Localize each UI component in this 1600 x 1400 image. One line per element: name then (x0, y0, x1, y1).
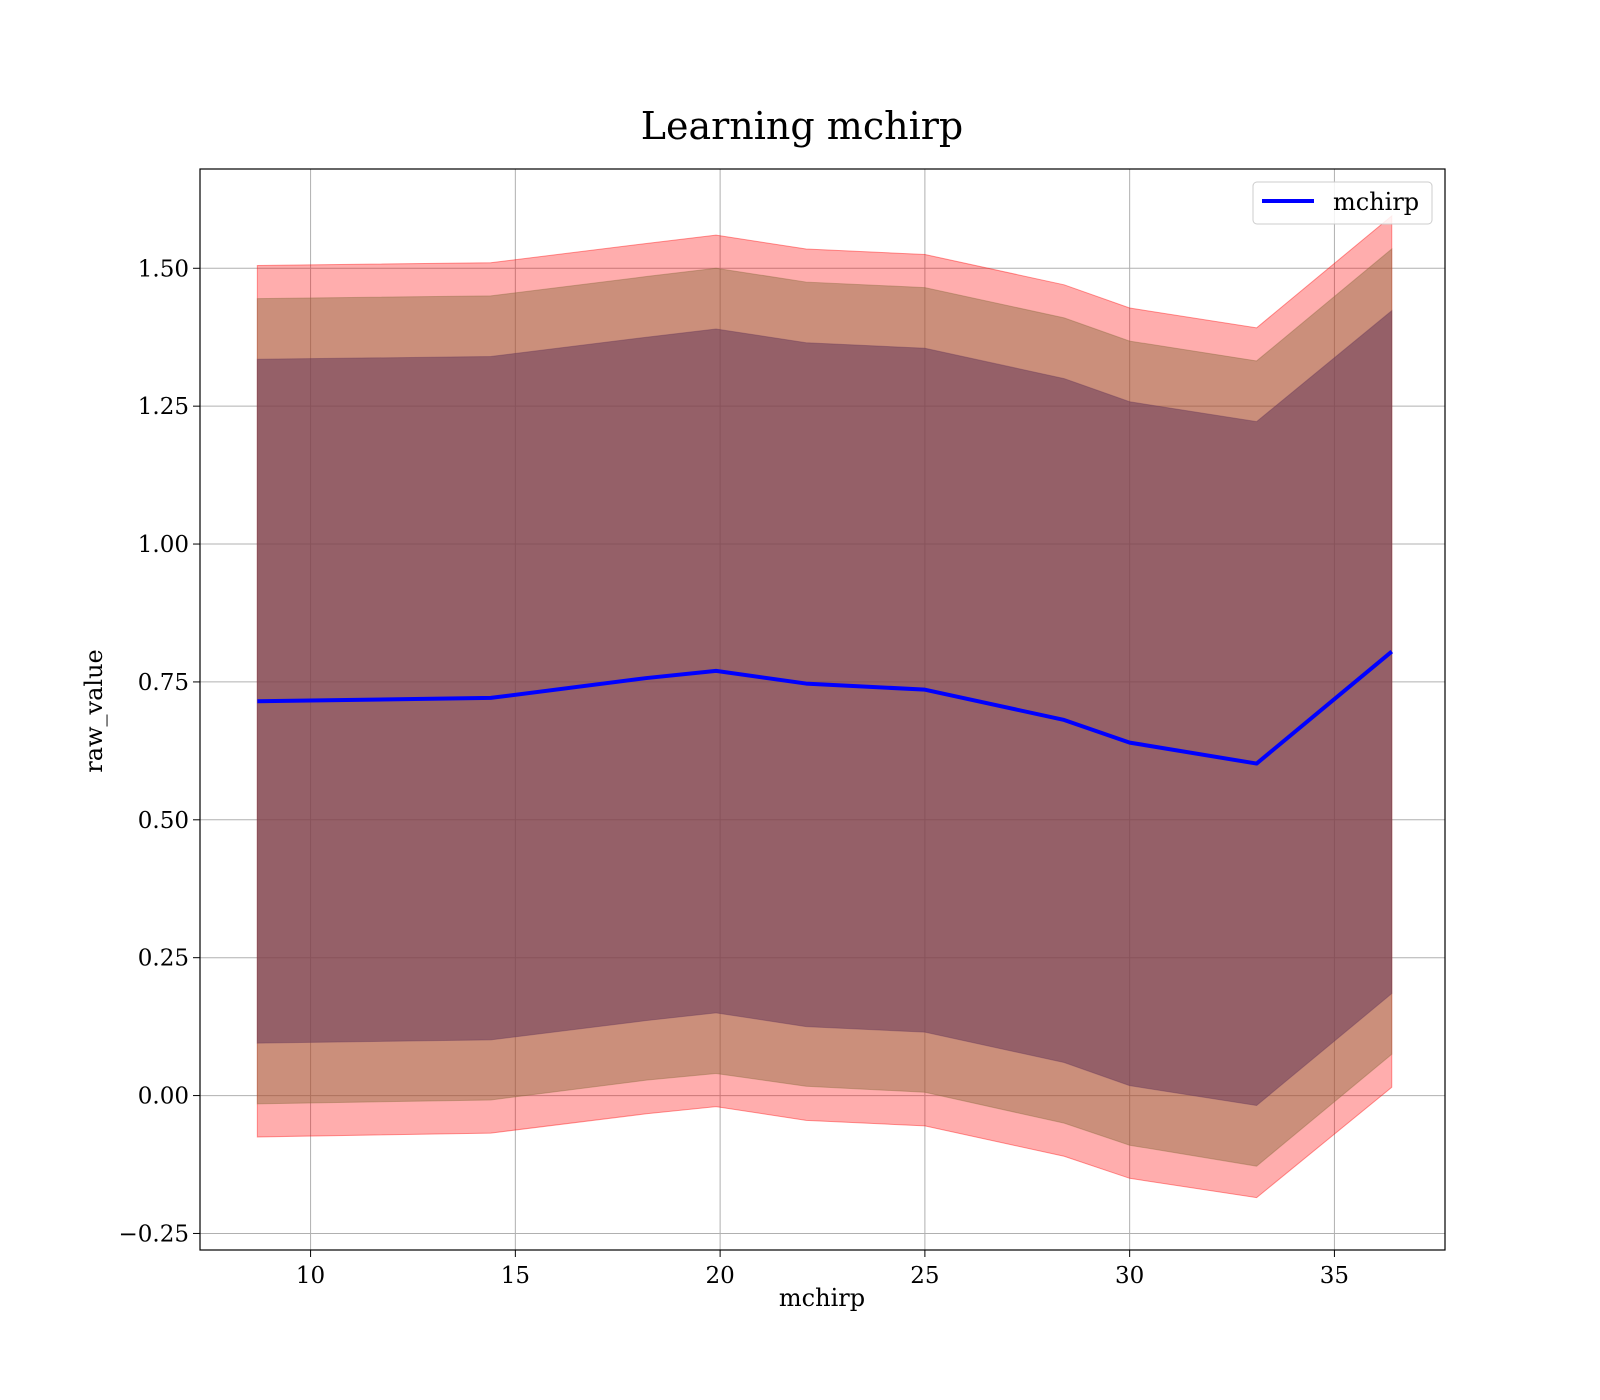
legend-label-mchirp: mchirp (1333, 188, 1419, 216)
chart-title: Learning mchirp (641, 104, 963, 148)
y-tick-label: 0.00 (138, 1084, 189, 1110)
y-tick-label: 1.25 (138, 394, 189, 420)
y-tick-label: 1.50 (138, 256, 189, 282)
y-axis-ticks: −0.25 0.00 0.25 0.50 0.75 1.00 1.25 1.50 (119, 256, 200, 1247)
x-tick-label: 15 (501, 1263, 530, 1289)
legend-box (1252, 181, 1433, 225)
series-lines (257, 650, 1394, 766)
confidence-bands (256, 214, 1393, 1199)
x-tick-label: 25 (910, 1263, 939, 1289)
y-tick-label: −0.25 (119, 1221, 189, 1247)
plot-frame (199, 168, 1446, 1251)
x-tick-label: 20 (705, 1263, 734, 1289)
series-line-mchirp (257, 650, 1394, 766)
legend: mchirp (1252, 181, 1433, 225)
y-tick-label: 0.25 (138, 946, 189, 972)
y-tick-label: 0.75 (138, 670, 189, 696)
x-tick-label: 10 (296, 1263, 325, 1289)
y-axis-label: raw_value (80, 649, 108, 773)
y-tick-label: 1.00 (138, 532, 189, 558)
x-axis-ticks: 10 15 20 25 30 35 (296, 1250, 1349, 1289)
band-3 (256, 309, 1393, 1107)
x-tick-label: 35 (1320, 1263, 1349, 1289)
x-axis-label: mchirp (779, 1284, 865, 1312)
x-tick-label: 30 (1115, 1263, 1144, 1289)
y-tick-label: 0.50 (138, 808, 189, 834)
